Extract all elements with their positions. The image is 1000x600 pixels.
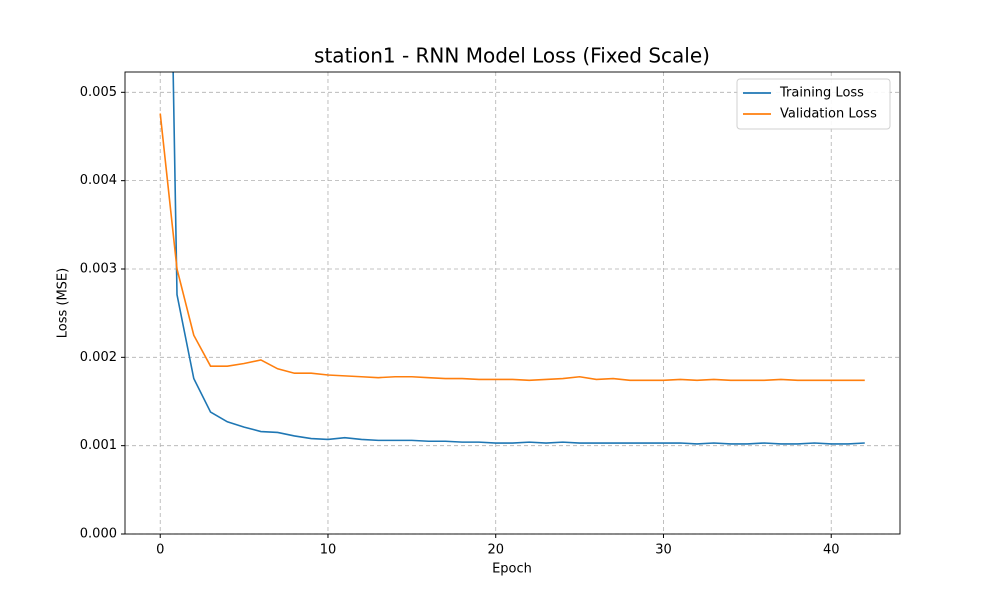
x-tick-label: 20: [487, 543, 504, 558]
x-tick-label: 30: [655, 543, 672, 558]
y-axis-label: Loss (MSE): [56, 268, 71, 338]
y-tick-label: 0.002: [80, 350, 117, 365]
legend-label: Validation Loss: [780, 107, 877, 122]
data-line: [172, 72, 865, 445]
y-tick-label: 0.005: [80, 85, 117, 100]
legend-box: [736, 78, 891, 130]
data-line: [159, 113, 865, 382]
x-axis-label: Epoch: [492, 562, 532, 577]
x-tick-label: 10: [320, 543, 337, 558]
x-tick-label: 40: [823, 543, 840, 558]
y-tick-label: 0.000: [80, 527, 117, 542]
y-tick-label: 0.003: [80, 261, 117, 276]
x-tick-label: 0: [156, 543, 164, 558]
chart-title: station1 - RNN Model Loss (Fixed Scale): [314, 44, 710, 68]
axes-frame: [124, 71, 901, 535]
plot-area: [159, 72, 865, 445]
y-tick-label: 0.001: [80, 438, 117, 453]
legend-label: Training Loss: [779, 86, 864, 101]
y-tick-label: 0.004: [80, 173, 117, 188]
